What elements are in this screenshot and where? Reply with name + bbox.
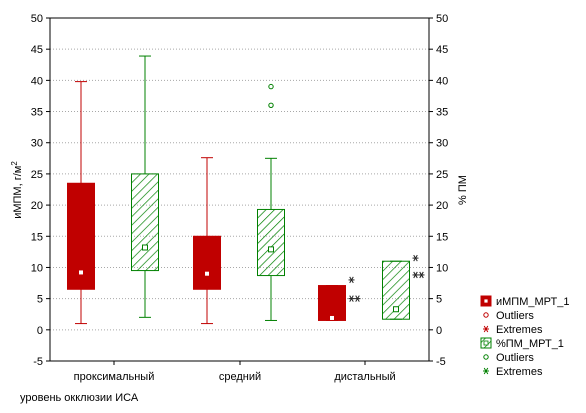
box-1-0	[131, 55, 159, 318]
x-tick-label: средний	[219, 371, 261, 383]
legend-item: Extremes	[483, 324, 543, 336]
left-tick-label: 15	[31, 231, 43, 243]
box-iqr	[131, 173, 159, 272]
legend-item: Outliers	[483, 310, 534, 322]
box-0-2	[318, 285, 346, 321]
median-marker	[78, 269, 84, 276]
right-tick-label: 50	[436, 13, 448, 25]
legend-label: Outliers	[496, 310, 534, 322]
right-tick-label: 15	[436, 231, 448, 243]
legend-item: %ПМ_МРТ_1	[480, 337, 564, 350]
right-tick-label: 5	[436, 294, 442, 306]
box-1-1	[257, 157, 285, 321]
right-y-axis: -5 0 5 10 15 20 25 30 35 40 45 50	[429, 13, 448, 368]
right-tick-label: 45	[436, 44, 448, 56]
extreme-point	[348, 295, 355, 302]
legend-label: Extremes	[496, 366, 543, 378]
legend: иМПМ_МРТ_1 Outliers Extremes %ПМ_МРТ_1 Outli…	[480, 295, 569, 378]
left-tick-label: 45	[31, 44, 43, 56]
extreme-point	[418, 271, 425, 279]
x-axis-title: уровень окклюзии ИСА	[20, 392, 139, 404]
outlier-point	[268, 83, 274, 90]
plot-area-frame	[49, 17, 430, 362]
median-marker	[142, 244, 148, 251]
x-tick-label: проксимальный	[74, 371, 155, 383]
right-tick-label: 10	[436, 262, 448, 274]
box-iqr	[193, 235, 221, 290]
right-tick-label: 30	[436, 138, 448, 150]
box-iqr	[318, 285, 346, 321]
left-tick-label: 30	[31, 138, 43, 150]
left-tick-label: 35	[31, 107, 43, 119]
left-tick-label: 40	[31, 75, 43, 87]
extreme-point	[412, 254, 419, 262]
legend-outlier-symbol	[483, 312, 489, 318]
left-axis-title: иМПМ, г/м2	[10, 161, 25, 219]
extreme-point	[348, 276, 355, 284]
legend-item: Outliers	[483, 352, 534, 364]
right-tick-label: 20	[436, 200, 448, 212]
right-tick-label: -5	[436, 356, 446, 368]
left-tick-label: 50	[31, 13, 43, 25]
right-tick-label: 35	[436, 107, 448, 119]
x-tick-label: дистальный	[334, 371, 395, 383]
legend-outlier-symbol	[483, 354, 489, 360]
right-tick-label: 25	[436, 169, 448, 181]
legend-label: иМПМ_МРТ_1	[496, 296, 569, 308]
median-marker	[329, 314, 335, 321]
median-marker	[393, 306, 399, 313]
right-tick-label: 40	[436, 75, 448, 87]
legend-item: Extremes	[483, 366, 543, 378]
legend-label: Extremes	[496, 324, 543, 336]
median-marker	[268, 246, 274, 253]
box-0-0	[67, 81, 95, 325]
extreme-point	[354, 295, 361, 302]
left-tick-label: 10	[31, 262, 43, 274]
left-y-axis: -5 0 5 10 15 20 25 30 35 40 45 50	[31, 13, 50, 368]
box-iqr	[257, 208, 285, 277]
extreme-point	[412, 271, 419, 279]
legend-label: Outliers	[496, 352, 534, 364]
legend-extreme-symbol	[483, 367, 489, 375]
left-tick-label: 20	[31, 200, 43, 212]
box-1-2	[382, 260, 410, 320]
legend-item: иМПМ_МРТ_1	[480, 295, 569, 308]
outlier-point	[268, 102, 274, 109]
gridlines	[50, 48, 429, 331]
left-tick-label: 25	[31, 169, 43, 181]
box-0-1	[193, 157, 221, 325]
left-tick-label: 0	[37, 325, 43, 337]
left-tick-label: -5	[33, 356, 43, 368]
legend-extreme-symbol	[483, 325, 489, 333]
right-tick-label: 0	[436, 325, 442, 337]
x-axis: проксимальный средний дистальный	[74, 361, 396, 383]
left-tick-label: 5	[37, 294, 43, 306]
median-marker	[204, 270, 210, 277]
right-axis-title: % ПМ	[457, 175, 469, 205]
box-series	[67, 55, 410, 325]
legend-label: %ПМ_МРТ_1	[496, 338, 564, 350]
outliers-and-extremes	[268, 83, 425, 302]
